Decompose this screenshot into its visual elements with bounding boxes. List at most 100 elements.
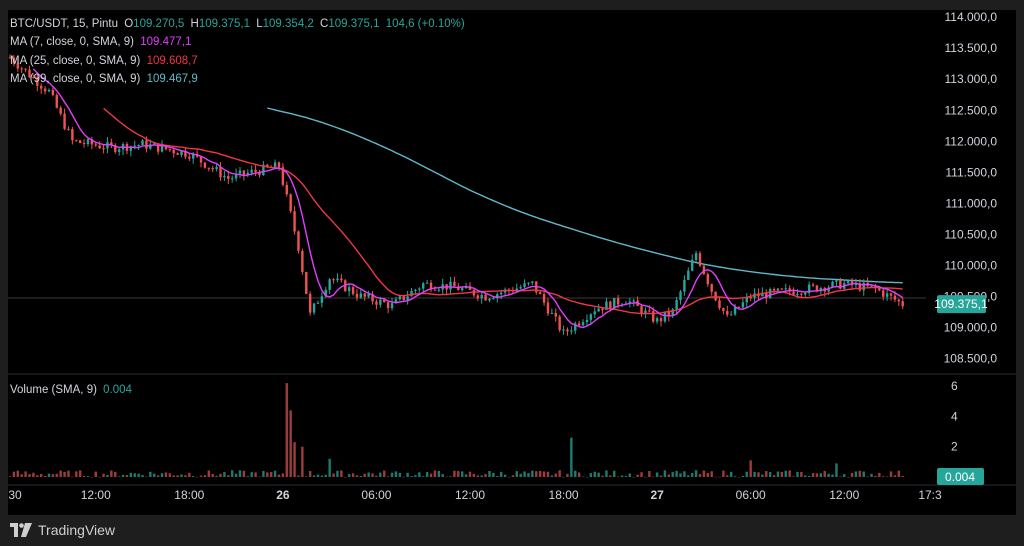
candle-body — [51, 89, 55, 96]
candle-body — [718, 300, 721, 309]
candle-body — [410, 290, 413, 297]
candle-body — [425, 282, 429, 284]
candle-body — [585, 319, 589, 323]
candle-body — [737, 306, 741, 308]
candle-body — [811, 284, 815, 286]
volume-bar — [219, 473, 222, 477]
low-key: L — [256, 18, 263, 30]
volume-bar — [503, 474, 507, 477]
volume-bar — [882, 476, 885, 477]
candle-body — [328, 279, 331, 290]
candle-body — [20, 68, 23, 70]
candle-body — [768, 288, 772, 299]
volume-bar — [445, 476, 448, 478]
candle-body — [476, 295, 480, 299]
volume-bar — [379, 472, 382, 477]
volume-bar — [394, 471, 398, 477]
candle-body — [453, 281, 456, 287]
volume-bar — [757, 472, 760, 477]
volume-bar — [305, 476, 308, 477]
candle-body — [355, 293, 359, 298]
volume-bar — [815, 473, 819, 477]
time-tick-label: 06:00 — [736, 488, 766, 502]
candle-body — [878, 288, 881, 291]
volume-bar — [418, 472, 421, 477]
candle-body — [141, 140, 144, 146]
volume-bar — [414, 475, 417, 477]
badges: 109.375,1 0.004 — [934, 295, 988, 485]
candle-body — [484, 294, 487, 301]
volume-legend[interactable]: Volume (SMA, 9) 0.004 — [10, 384, 135, 396]
volume-bar — [648, 470, 651, 477]
volume-badge-text: 0.004 — [945, 470, 975, 484]
volume-bar — [792, 476, 795, 477]
price-tick-label: 108.500,0 — [944, 351, 998, 365]
volume-bar — [312, 475, 316, 477]
volume-bar — [827, 473, 830, 477]
candle-body — [839, 280, 842, 289]
candle-body — [78, 140, 82, 144]
candle-body — [297, 231, 300, 251]
volume-bar — [398, 472, 402, 477]
candle-body — [570, 330, 573, 332]
volume-bar — [36, 475, 39, 477]
volume-bar — [468, 471, 472, 477]
ma99-legend[interactable]: MA (99, close, 0, SMA, 9) 109.467,9 — [10, 73, 201, 85]
candle-body — [632, 300, 635, 302]
volume-bar — [644, 476, 647, 478]
ma25-legend[interactable]: MA (25, close, 0, SMA, 9) 109.608,7 — [10, 55, 201, 67]
candle-body — [32, 77, 35, 79]
candle-body — [199, 156, 203, 163]
volume-bar — [589, 473, 593, 477]
volume-value: 0.004 — [103, 384, 132, 396]
candle-body — [690, 259, 694, 271]
volume-bar — [570, 437, 573, 477]
candle-body — [285, 184, 288, 195]
volume-bar — [710, 471, 713, 477]
volume-bar — [636, 474, 639, 477]
candle-body — [652, 311, 655, 322]
volume-bar — [601, 475, 604, 477]
volume-bar — [316, 474, 320, 477]
candle-body — [480, 294, 483, 299]
ma7-path — [32, 68, 904, 329]
volume-bar — [383, 470, 386, 477]
volume-bar — [683, 471, 686, 477]
volume-bar — [776, 471, 780, 477]
volume-bar — [515, 471, 518, 477]
volume-bar — [550, 475, 554, 477]
ma25-path — [103, 107, 903, 315]
candle-body — [577, 323, 581, 326]
pair-label[interactable]: BTC/USDT, 15, Pintu — [10, 18, 119, 30]
volume-bar — [807, 476, 811, 477]
time-tick-label: 12:00 — [81, 488, 111, 502]
candle-body — [889, 293, 893, 296]
volume-bar — [765, 471, 768, 477]
candle-body — [86, 139, 90, 145]
candle-body — [675, 300, 678, 310]
price-tick-label: 111.000,0 — [945, 196, 997, 210]
price-tick-label: 114.000,0 — [945, 10, 998, 24]
volume-bar — [39, 473, 43, 477]
candle-body — [729, 314, 733, 316]
candle-body — [835, 280, 838, 282]
candle-body — [379, 299, 382, 305]
volume-bar — [535, 471, 538, 477]
volume-bar — [831, 474, 834, 477]
volume-bar — [425, 471, 429, 477]
tradingview-logo-icon[interactable] — [10, 523, 32, 537]
volume-bar — [238, 470, 242, 477]
volume-bar — [488, 470, 491, 477]
candle-body — [94, 144, 97, 146]
price-chart[interactable]: 108.500,0109.000,0109.500,0110.000,0110.… — [0, 10, 1016, 515]
volume-bar — [839, 476, 842, 477]
volume-bar — [609, 475, 612, 477]
candle-body — [153, 143, 156, 145]
volume-bar — [281, 473, 285, 477]
tradingview-brand-name[interactable]: TradingView — [38, 522, 116, 538]
candle-body — [554, 312, 557, 317]
ma7-legend[interactable]: MA (7, close, 0, SMA, 9) 109.477,1 — [10, 36, 194, 48]
candle-body — [800, 293, 803, 295]
candle-body — [207, 167, 211, 169]
volume-bar — [402, 476, 405, 478]
